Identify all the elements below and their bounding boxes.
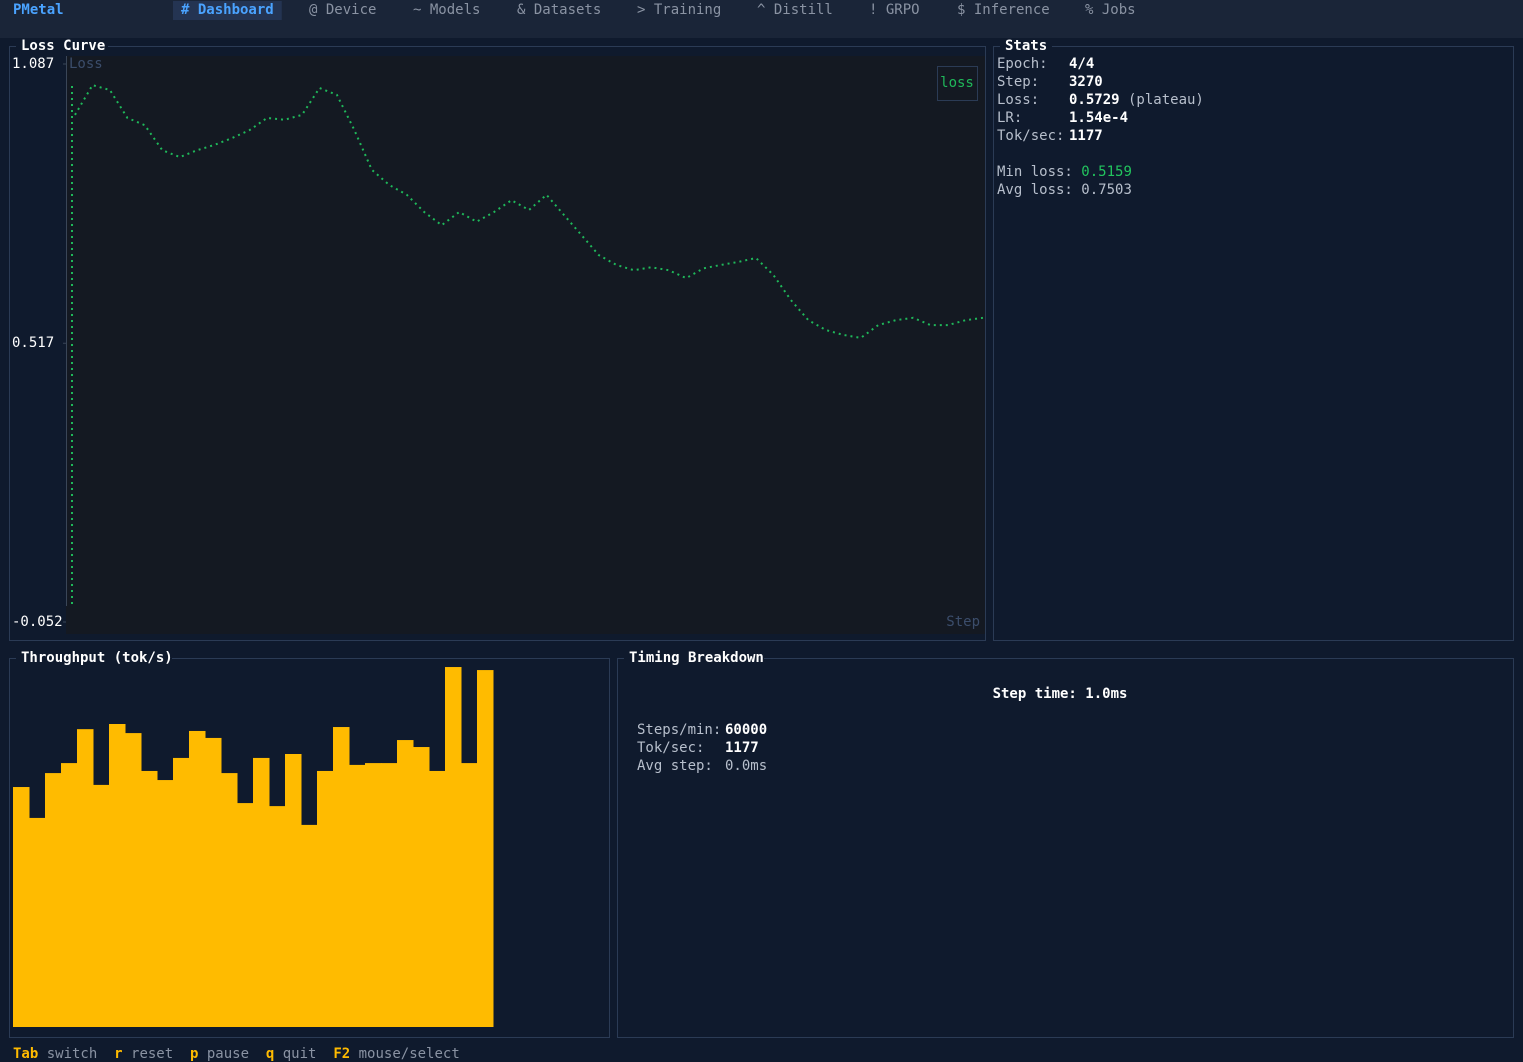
stat-label: Step: xyxy=(997,74,1039,90)
throughput-bar xyxy=(61,763,78,1027)
y-tick-label: -0.052 xyxy=(12,614,63,630)
footer-key: q xyxy=(266,1046,274,1062)
nav-tab[interactable]: > Training xyxy=(637,2,721,18)
throughput-bar xyxy=(173,757,190,1027)
throughput-panel xyxy=(9,658,610,1038)
throughput-bar xyxy=(221,773,238,1027)
throughput-bar xyxy=(29,817,46,1027)
loss-panel xyxy=(9,46,986,641)
throughput-bar xyxy=(381,763,398,1027)
throughput-bar xyxy=(13,787,30,1027)
footer-key: r xyxy=(114,1046,122,1062)
throughput-bar xyxy=(429,770,446,1027)
throughput-bar xyxy=(157,780,174,1027)
brand: PMetal xyxy=(13,2,64,18)
stat-value: 1.54e-4 xyxy=(1069,110,1128,126)
title-gap xyxy=(624,650,764,666)
stat-value: 3270 xyxy=(1069,74,1103,90)
y-tick-label: 0.517 xyxy=(12,335,54,351)
stat-label: Epoch: xyxy=(997,56,1048,72)
throughput-bar xyxy=(237,803,254,1027)
nav-tab[interactable]: % Jobs xyxy=(1085,2,1136,18)
title-gap xyxy=(16,650,172,666)
timing-label: Tok/sec: xyxy=(637,740,704,756)
nav-tab[interactable]: ^ Distill xyxy=(757,2,833,18)
throughput-bar xyxy=(365,763,382,1027)
throughput-bar xyxy=(125,733,142,1027)
throughput-bar xyxy=(317,770,334,1027)
y-tick-label: 1.087 xyxy=(12,56,54,72)
nav-tab[interactable]: # Dashboard xyxy=(181,2,274,18)
footer-action: pause xyxy=(207,1046,249,1062)
panel-title: Loss Curve xyxy=(21,38,105,54)
stats-panel xyxy=(993,46,1514,641)
footer-action: mouse/select xyxy=(359,1046,460,1062)
throughput-bar xyxy=(349,764,366,1027)
throughput-bar xyxy=(445,667,462,1027)
footer-key: p xyxy=(190,1046,198,1062)
step-time: Step time: 1.0ms xyxy=(993,686,1128,702)
throughput-bar xyxy=(93,784,110,1027)
throughput-bar xyxy=(285,753,302,1027)
stat-value: 0.5729 xyxy=(1069,92,1120,108)
footer-key: Tab xyxy=(13,1046,38,1062)
nav-tab[interactable]: $ Inference xyxy=(957,2,1050,18)
timing-panel xyxy=(617,658,1514,1038)
throughput-bar xyxy=(477,670,494,1027)
loss-plot-area xyxy=(66,56,985,634)
throughput-bar xyxy=(253,757,270,1027)
panel-title: Timing Breakdown xyxy=(629,650,764,666)
nav-tab[interactable]: @ Device xyxy=(309,2,376,18)
legend-box xyxy=(937,66,978,101)
throughput-bar xyxy=(301,824,318,1027)
summary-value: 0.5159 xyxy=(1081,164,1132,180)
stat-label: Tok/sec: xyxy=(997,128,1064,144)
timing-value: 60000 xyxy=(725,722,767,738)
throughput-bar xyxy=(141,770,158,1027)
summary-value: 0.7503 xyxy=(1081,182,1132,198)
panel-title: Throughput (tok/s) xyxy=(21,650,173,666)
throughput-bar xyxy=(205,737,222,1027)
footer-action: switch xyxy=(47,1046,98,1062)
throughput-bar xyxy=(269,806,286,1027)
timing-value: 0.0ms xyxy=(725,758,767,774)
throughput-bar xyxy=(413,747,430,1027)
nav-tab[interactable]: ! GRPO xyxy=(869,2,920,18)
footer-key: F2 xyxy=(333,1046,350,1062)
stat-value: 1177 xyxy=(1069,128,1103,144)
active-tab-bg xyxy=(173,1,282,20)
nav-tab[interactable]: ~ Models xyxy=(413,2,480,18)
throughput-bar xyxy=(45,773,62,1027)
timing-label: Steps/min: xyxy=(637,722,721,738)
throughput-bar xyxy=(333,727,350,1027)
footer-action: quit xyxy=(283,1046,317,1062)
throughput-bar xyxy=(109,724,126,1027)
throughput-bar xyxy=(189,730,206,1027)
timing-value: 1177 xyxy=(725,740,759,756)
title-gap xyxy=(1000,38,1052,54)
stat-value: 4/4 xyxy=(1069,56,1094,72)
throughput-bar xyxy=(77,729,94,1027)
stat-label: Loss: xyxy=(997,92,1039,108)
footer-action: reset xyxy=(131,1046,173,1062)
x-axis-label: Step xyxy=(946,614,980,630)
summary-label: Min loss: xyxy=(997,164,1073,180)
summary-label: Avg loss: xyxy=(997,182,1073,198)
panel-title: Stats xyxy=(1005,38,1047,54)
legend-label: loss xyxy=(940,75,974,91)
throughput-bar xyxy=(397,740,414,1027)
title-gap xyxy=(16,38,108,54)
y-axis-label: Loss xyxy=(69,56,103,72)
throughput-bar xyxy=(461,763,478,1027)
stat-note: (plateau) xyxy=(1128,92,1204,108)
stat-label: LR: xyxy=(997,110,1022,126)
nav-tab[interactable]: & Datasets xyxy=(517,2,601,18)
timing-label: Avg step: xyxy=(637,758,713,774)
